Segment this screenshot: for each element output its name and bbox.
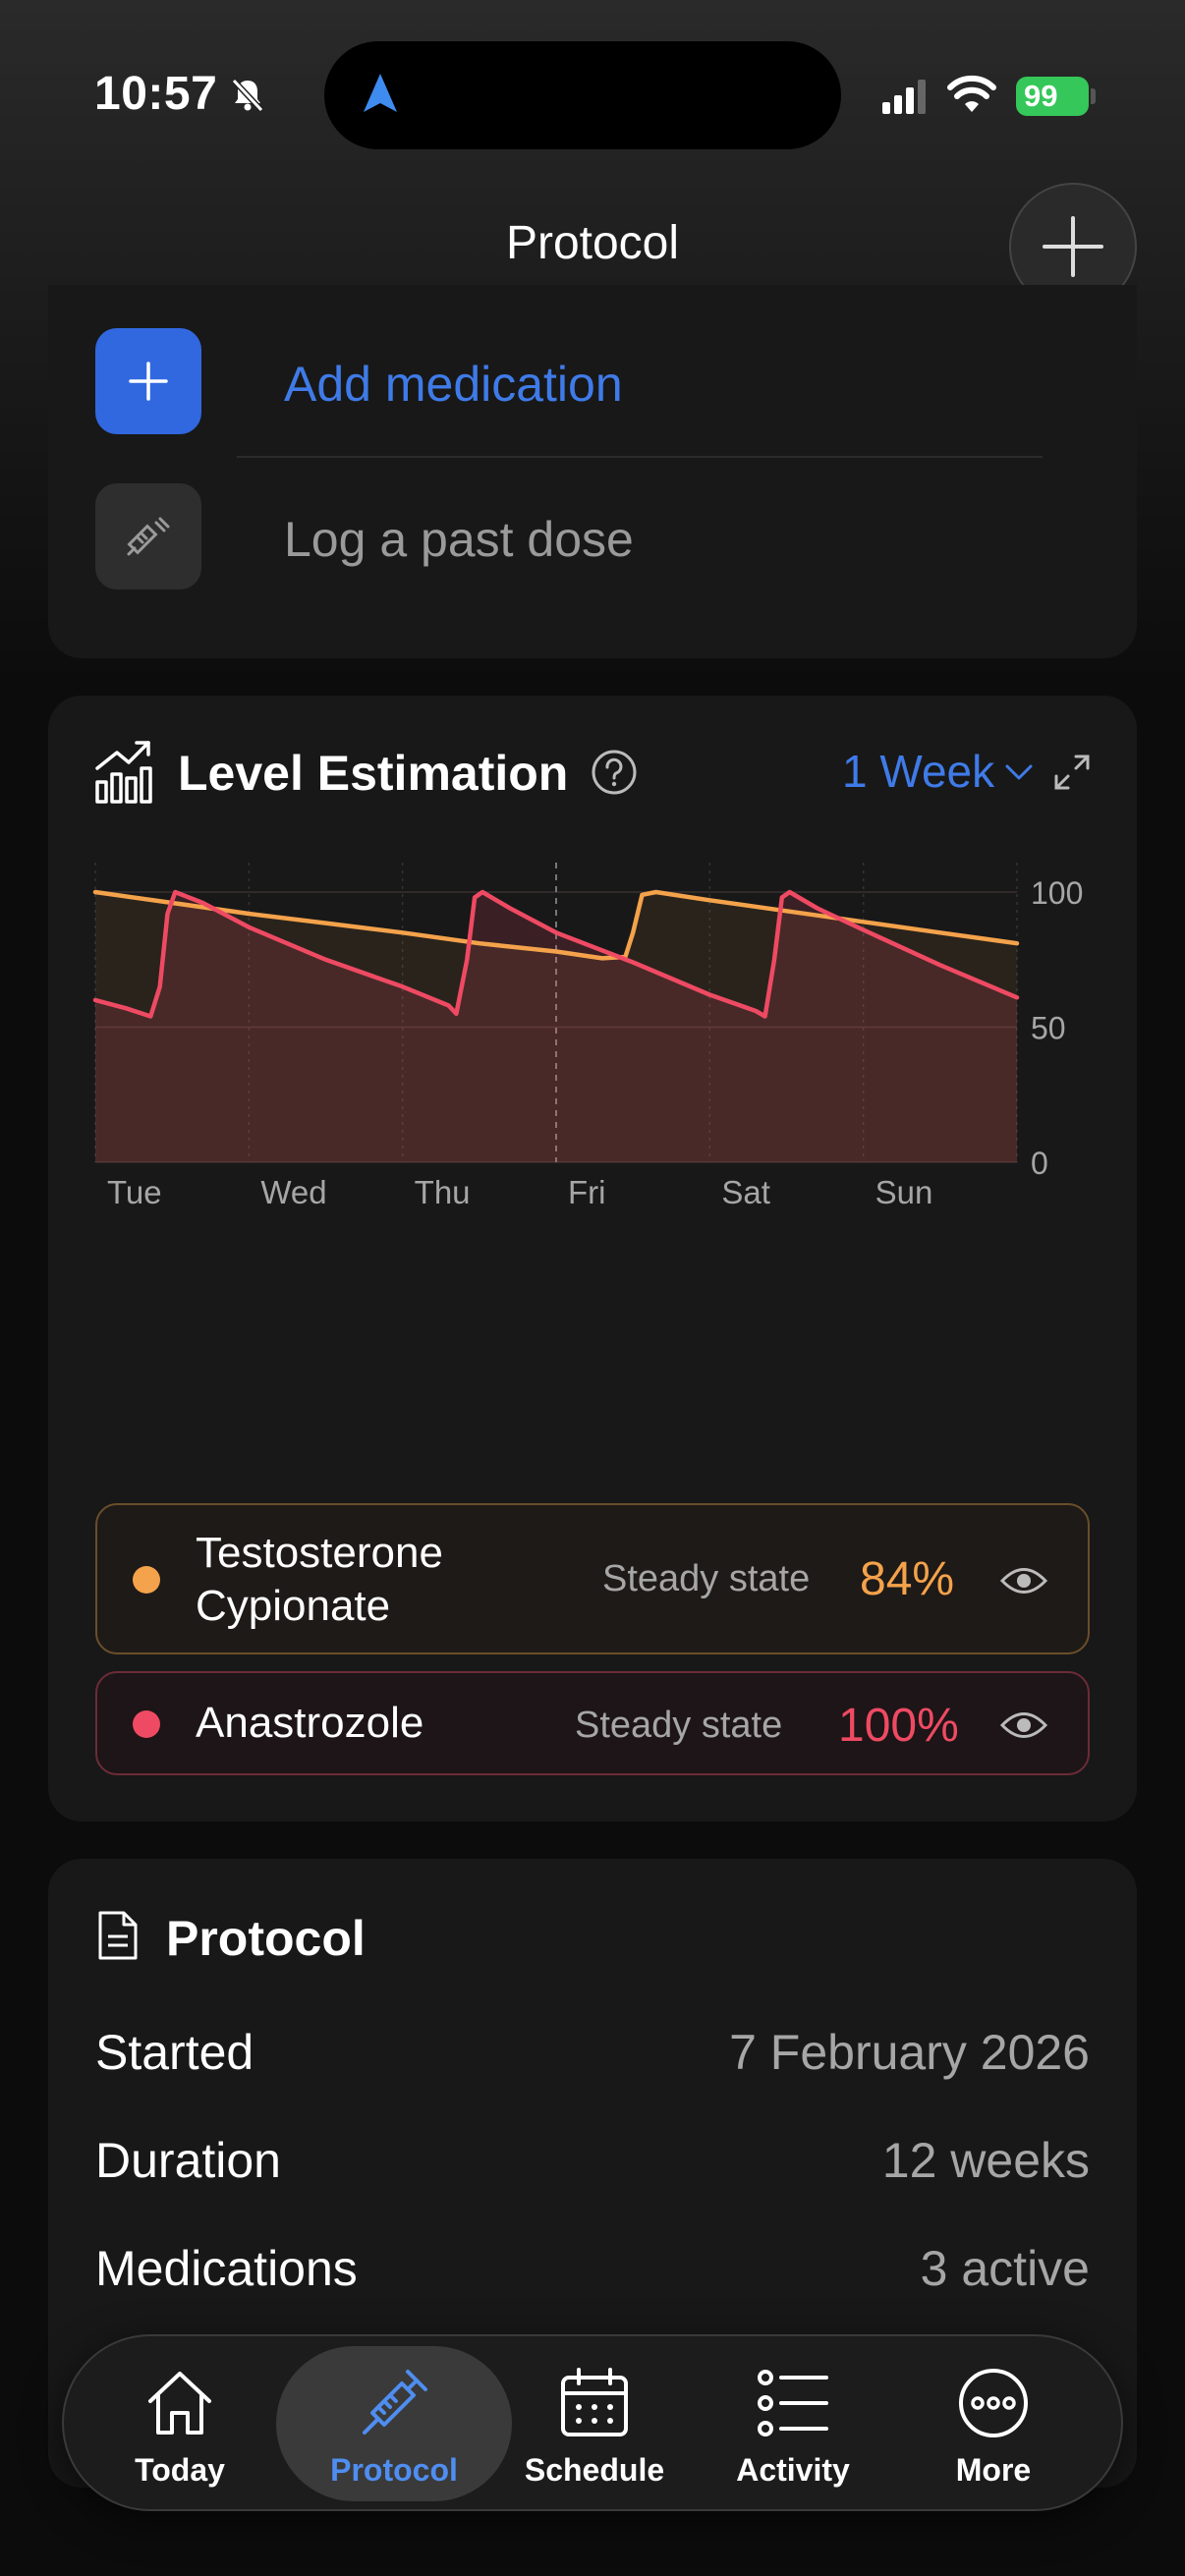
legend-dot xyxy=(133,1566,160,1594)
chart-trend-icon xyxy=(95,741,152,804)
syringe-icon xyxy=(127,517,170,556)
plus-icon xyxy=(1043,216,1103,277)
series-line-1 xyxy=(92,889,1020,1019)
chart-title: Level Estimation xyxy=(178,746,569,801)
tab-label: Protocol xyxy=(330,2452,458,2488)
legend-item-testosterone[interactable]: Testosterone Cypionate Steady state 84% xyxy=(95,1503,1090,1654)
location-arrow-icon xyxy=(364,74,397,112)
row-value: 3 active xyxy=(920,2241,1090,2296)
add-medication-label: Add medication xyxy=(284,357,623,412)
chart-lines xyxy=(92,889,1020,1019)
protocol-title: Protocol xyxy=(166,1911,366,1966)
x-tick-label: Sun xyxy=(875,1174,933,1210)
list-icon xyxy=(758,2370,828,2436)
eye-icon[interactable] xyxy=(999,1564,1048,1597)
tab-schedule[interactable]: Schedule xyxy=(477,2346,712,2501)
tab-label: Today xyxy=(135,2452,225,2488)
chart-labels: 100 50 0 Tue Wed Thu Fri Sat Sun xyxy=(107,875,1083,1210)
legend-percent: 84% xyxy=(860,1553,955,1605)
calendar-icon xyxy=(561,2368,628,2436)
status-time: 10:57 xyxy=(94,68,218,120)
tab-bar: Today Protocol xyxy=(62,2334,1123,2511)
log-past-dose-row[interactable]: Log a past dose xyxy=(95,483,1090,591)
tab-more[interactable]: More xyxy=(875,2346,1111,2501)
x-tick-label: Wed xyxy=(260,1174,326,1210)
actions-card: Add medication Log a past dose xyxy=(48,285,1137,658)
series-area-1 xyxy=(95,892,1017,1162)
home-icon xyxy=(148,2372,211,2435)
x-tick-label: Fri xyxy=(568,1174,605,1210)
legend-percent: 100% xyxy=(838,1700,959,1752)
tab-label: More xyxy=(955,2452,1032,2488)
legend-status: Steady state xyxy=(602,1558,811,1599)
series-line-0 xyxy=(92,889,1020,961)
wifi-icon xyxy=(947,75,996,112)
battery-nub xyxy=(1091,88,1096,104)
y-tick-label: 100 xyxy=(1031,875,1083,911)
tab-today[interactable]: Today xyxy=(62,2346,298,2501)
legend-status: Steady state xyxy=(575,1705,783,1746)
chevron-down-icon[interactable] xyxy=(1001,760,1037,784)
legend-item-anastrozole[interactable]: Anastrozole Steady state 100% xyxy=(95,1671,1090,1775)
legend-name: Anastrozole xyxy=(196,1699,424,1747)
range-select[interactable]: 1 Week xyxy=(842,746,995,797)
row-label: Started xyxy=(95,2025,254,2080)
x-tick-label: Tue xyxy=(107,1174,162,1210)
y-tick-label: 0 xyxy=(1031,1146,1048,1181)
level-estimation-card: Level Estimation 1 Week 100 50 0 Tue Wed Thu F… xyxy=(48,696,1137,1821)
row-value: 12 weeks xyxy=(881,2133,1090,2188)
log-past-dose-label: Log a past dose xyxy=(284,512,634,567)
tab-label: Schedule xyxy=(524,2452,665,2488)
x-tick-label: Thu xyxy=(415,1174,471,1210)
battery-indicator: 99 xyxy=(1016,77,1089,116)
log-dose-icon-box xyxy=(95,483,201,589)
row-label: Medications xyxy=(95,2241,358,2296)
document-icon xyxy=(98,1911,138,1960)
legend-name: Testosterone Cypionate xyxy=(196,1529,443,1630)
status-bar: 10:57 99 xyxy=(0,0,1185,196)
cellular-signal-icon xyxy=(882,80,926,114)
add-medication-icon-box xyxy=(95,328,201,434)
bell-slash-icon xyxy=(231,78,264,113)
plus-icon xyxy=(129,362,168,401)
level-chart: 100 50 0 Tue Wed Thu Fri Sat Sun xyxy=(92,863,1083,1210)
legend-dot xyxy=(133,1710,160,1738)
row-value: 7 February 2026 xyxy=(729,2025,1090,2080)
tab-protocol[interactable]: Protocol xyxy=(276,2346,512,2501)
syringe-icon xyxy=(363,2370,427,2435)
dynamic-island xyxy=(324,41,841,149)
divider xyxy=(237,456,1043,458)
add-medication-row[interactable]: Add medication xyxy=(95,328,1090,436)
x-tick-label: Sat xyxy=(721,1174,770,1210)
help-icon[interactable] xyxy=(591,749,638,796)
more-icon xyxy=(959,2369,1028,2437)
y-tick-label: 50 xyxy=(1031,1011,1066,1046)
expand-icon[interactable] xyxy=(1050,751,1094,794)
eye-icon[interactable] xyxy=(999,1708,1048,1742)
row-label: Duration xyxy=(95,2133,281,2188)
tab-label: Activity xyxy=(736,2452,850,2488)
page-title: Protocol xyxy=(505,217,680,269)
tab-activity[interactable]: Activity xyxy=(675,2346,911,2501)
